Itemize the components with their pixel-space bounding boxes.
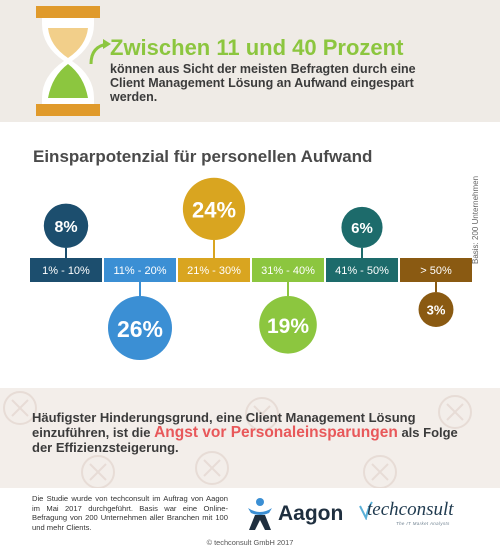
value-label: 24%	[192, 198, 236, 223]
category-box	[252, 258, 324, 282]
value-label: 8%	[54, 219, 77, 236]
category-box	[30, 258, 102, 282]
highlight-headline: Zwischen 11 und 40 Prozent	[110, 35, 404, 60]
aagon-logo-icon	[248, 498, 272, 530]
obstacle-text: Häufigster Hinderungsgrund, eine Client …	[32, 410, 472, 455]
chart-title: Einsparpotenzial für personellen Aufwand	[33, 147, 373, 166]
copyright: © techconsult GmbH 2017	[206, 538, 294, 547]
category-label: 11% - 20%	[114, 265, 167, 277]
obstacle-band	[0, 388, 500, 488]
category-box	[178, 258, 250, 282]
category-label: 21% - 30%	[187, 265, 241, 277]
arrow-icon	[89, 39, 111, 65]
background-x-icons	[3, 391, 472, 488]
aagon-logo-text: Aagon	[278, 502, 344, 525]
obstacle-highlight: Angst vor Personaleinsparungen	[154, 424, 398, 441]
techconsult-tagline: The IT Market Analysts	[396, 521, 450, 526]
basis-note: Basis: 200 Unternehmen	[471, 176, 480, 264]
category-box	[326, 258, 398, 282]
value-bubble	[341, 206, 383, 248]
value-label: 26%	[117, 316, 163, 342]
value-bubble	[418, 292, 454, 327]
savings-chart: 1% - 10% 8% 11% - 20% 26% 21% - 30% 24% 31% - …	[30, 177, 472, 360]
hourglass-icon	[36, 6, 100, 116]
category-label: 1% - 10%	[42, 265, 90, 277]
value-bubble	[108, 296, 172, 360]
highlight-text: können aus Sicht der meisten Befragten d…	[110, 62, 416, 104]
category-label: > 50%	[420, 265, 452, 277]
obstacle-text-before: Häufigster Hinderungsgrund, eine Client …	[32, 410, 416, 440]
value-label: 6%	[351, 220, 373, 237]
value-bubble	[182, 177, 246, 240]
techconsult-logo-text: techconsult	[367, 499, 454, 520]
category-box	[104, 258, 176, 282]
category-box	[400, 258, 472, 282]
value-bubble	[43, 203, 89, 248]
value-bubble	[259, 296, 317, 354]
basis-note-text: Basis: 200 Unternehmen	[471, 176, 480, 264]
value-label: 19%	[267, 315, 309, 338]
category-label: 41% - 50%	[335, 265, 389, 277]
study-note: Die Studie wurde von techconsult im Auft…	[32, 494, 228, 532]
obstacle-text-after: als Folge der Effizienzsteigerung.	[32, 425, 458, 455]
value-label: 3%	[427, 302, 446, 317]
category-label: 31% - 40%	[261, 265, 315, 277]
techconsult-logo-icon	[359, 501, 373, 520]
